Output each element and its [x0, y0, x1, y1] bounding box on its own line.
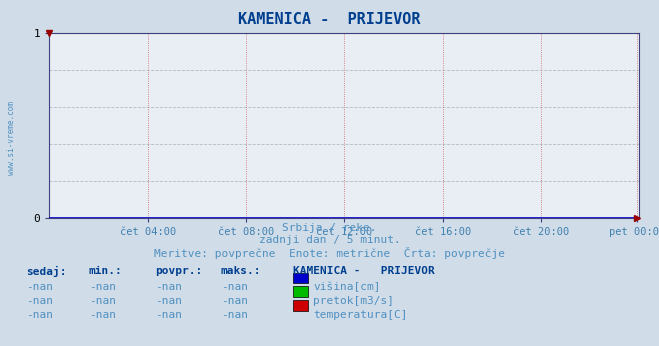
Text: KAMENICA -   PRIJEVOR: KAMENICA - PRIJEVOR	[293, 266, 435, 276]
Text: Meritve: povprečne  Enote: metrične  Črta: povprečje: Meritve: povprečne Enote: metrične Črta:…	[154, 247, 505, 260]
Text: -nan: -nan	[155, 310, 182, 320]
Text: Srbija / reke.: Srbija / reke.	[282, 223, 377, 233]
Text: pretok[m3/s]: pretok[m3/s]	[313, 296, 394, 306]
Text: povpr.:: povpr.:	[155, 266, 202, 276]
Text: -nan: -nan	[221, 296, 248, 306]
Text: -nan: -nan	[155, 282, 182, 292]
Text: -nan: -nan	[26, 310, 53, 320]
Text: -nan: -nan	[89, 296, 116, 306]
Text: -nan: -nan	[155, 296, 182, 306]
Text: -nan: -nan	[221, 310, 248, 320]
Text: višina[cm]: višina[cm]	[313, 282, 380, 292]
Text: -nan: -nan	[221, 282, 248, 292]
Text: maks.:: maks.:	[221, 266, 261, 276]
Text: -nan: -nan	[89, 282, 116, 292]
Text: www.si-vreme.com: www.si-vreme.com	[7, 101, 16, 175]
Text: -nan: -nan	[26, 282, 53, 292]
Text: -nan: -nan	[89, 310, 116, 320]
Text: -nan: -nan	[26, 296, 53, 306]
Text: zadnji dan / 5 minut.: zadnji dan / 5 minut.	[258, 235, 401, 245]
Text: temperatura[C]: temperatura[C]	[313, 310, 407, 320]
Text: KAMENICA -  PRIJEVOR: KAMENICA - PRIJEVOR	[239, 12, 420, 27]
Text: sedaj:: sedaj:	[26, 266, 67, 277]
Text: min.:: min.:	[89, 266, 123, 276]
